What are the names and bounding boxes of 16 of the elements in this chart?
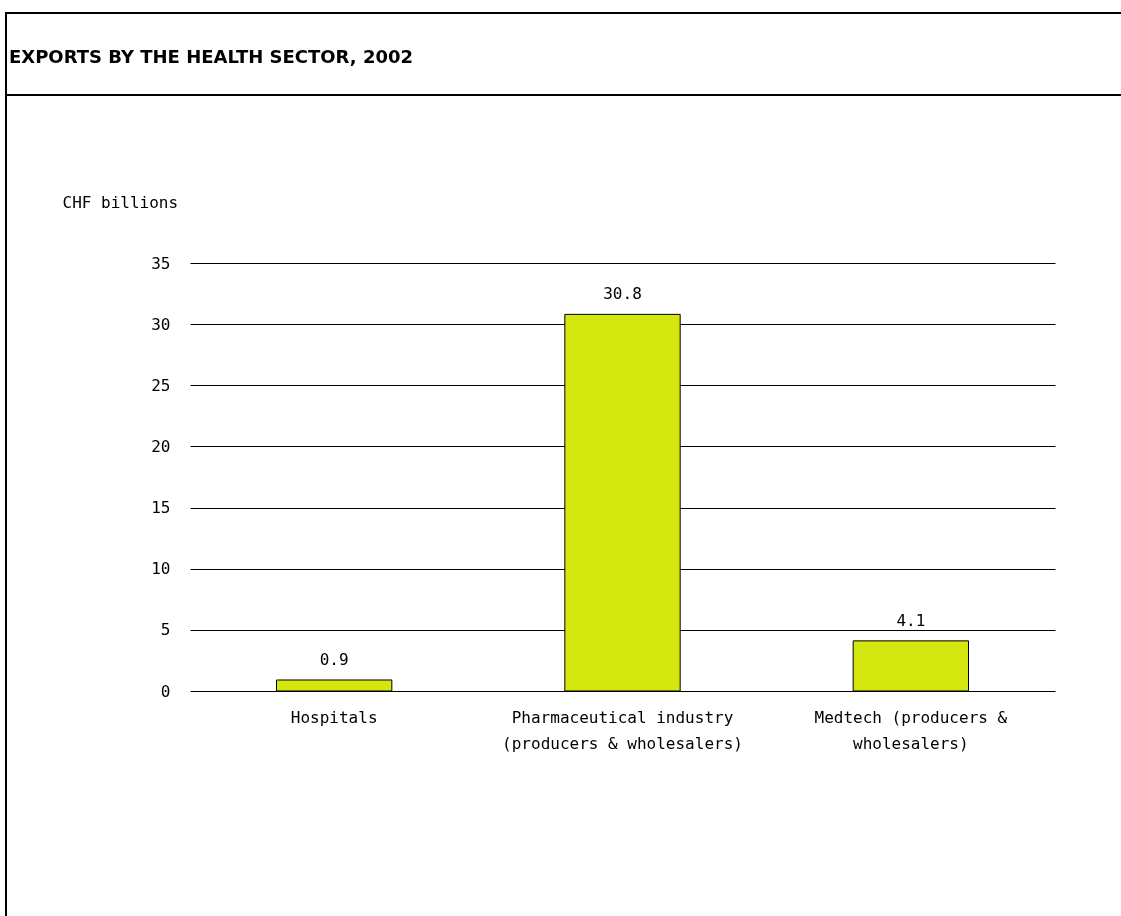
y-axis-title: CHF billions [62, 192, 179, 212]
data-label: 4.1 [896, 610, 926, 630]
y-tick-label: 0 [160, 681, 171, 701]
y-tick-label: 30 [151, 314, 171, 334]
x-tick-label: Hospitals [290, 707, 378, 727]
y-tick-label: 35 [151, 253, 171, 273]
y-tick-label: 15 [151, 498, 171, 518]
x-tick-label: Pharmaceutical industry (producers & wholesalers) [502, 707, 743, 753]
data-label: 0.9 [319, 649, 349, 669]
x-tick-label: Medtech (producers & wholesalers) [814, 707, 1008, 753]
y-tick-label: 20 [151, 436, 171, 456]
y-tick-label: 10 [151, 559, 171, 579]
y-tick-label: 5 [160, 620, 171, 640]
data-label: 30.8 [603, 284, 642, 304]
chart-title: EXPORTS BY THE HEALTH SECTOR, 2002 [9, 46, 414, 67]
y-tick-label: 25 [151, 375, 171, 395]
